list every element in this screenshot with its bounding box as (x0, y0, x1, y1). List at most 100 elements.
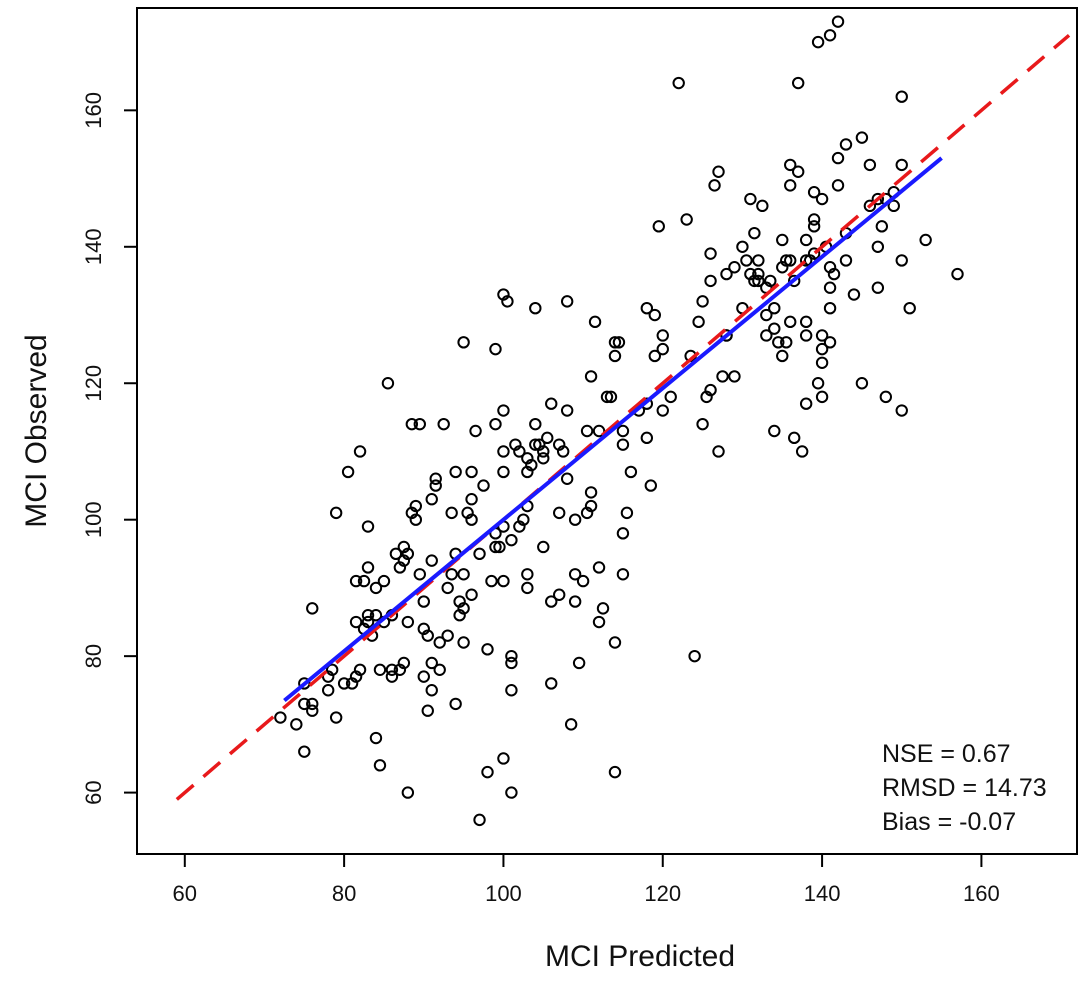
data-point (417, 670, 430, 683)
data-point (612, 336, 626, 349)
data-point (807, 213, 821, 226)
data-point (656, 342, 669, 356)
y-tick-label: 80 (81, 644, 106, 668)
data-point (489, 540, 502, 554)
data-point (369, 581, 383, 595)
data-point (457, 602, 470, 615)
y-axis: 60 80 100 120 140 160 (81, 92, 137, 805)
data-point (644, 479, 658, 492)
data-point (895, 90, 908, 103)
data-point (776, 233, 789, 247)
x-axis: 60 80 100 120 140 160 (173, 854, 1000, 906)
x-tick-label: 120 (644, 881, 681, 906)
data-point (545, 397, 558, 410)
data-point (895, 254, 908, 267)
data-point (485, 574, 498, 588)
data-point (425, 656, 438, 670)
data-point (708, 179, 721, 192)
data-point (306, 602, 319, 615)
data-point (373, 759, 387, 772)
data-point (381, 377, 395, 390)
data-point (560, 295, 574, 308)
data-point (353, 445, 367, 458)
data-point (389, 547, 403, 561)
data-point (752, 274, 765, 288)
data-point (592, 424, 606, 438)
x-tick-label: 140 (804, 881, 841, 906)
data-point (608, 336, 622, 349)
data-point (764, 274, 777, 288)
data-point (489, 342, 502, 356)
stat-rmsd: RMSD = 14.73 (882, 774, 1047, 802)
x-tick-label: 80 (332, 881, 356, 906)
data-point (497, 465, 510, 479)
data-point (648, 308, 661, 322)
data-point (728, 261, 741, 274)
data-point (517, 513, 530, 526)
data-point (409, 513, 423, 526)
data-point (576, 574, 590, 588)
x-axis-title: MCI Predicted (545, 940, 735, 973)
data-point (529, 417, 542, 431)
data-point (493, 540, 506, 554)
data-point (341, 465, 355, 479)
data-point (831, 15, 845, 28)
data-point (895, 404, 908, 417)
data-point (784, 315, 797, 329)
data-point (417, 595, 430, 608)
data-point (329, 506, 343, 520)
data-point (505, 649, 518, 663)
data-point (473, 813, 486, 827)
data-point (537, 452, 550, 465)
data-point (839, 138, 853, 151)
data-point (768, 301, 781, 315)
regression-line (283, 156, 943, 703)
data-point (736, 240, 749, 253)
data-point (465, 588, 478, 601)
x-tick-label: 100 (485, 881, 522, 906)
data-point (409, 499, 423, 513)
data-point (445, 506, 458, 520)
data-point (385, 663, 399, 676)
data-point (361, 615, 375, 629)
data-point (306, 697, 319, 711)
data-point (788, 431, 801, 445)
data-point (608, 636, 622, 649)
data-point (421, 704, 434, 717)
data-point (608, 349, 622, 363)
data-point (692, 315, 705, 329)
data-point (298, 697, 311, 711)
data-point (712, 165, 725, 178)
data-point (580, 424, 594, 438)
data-point (815, 390, 829, 404)
data-point (497, 574, 510, 588)
data-point (672, 76, 685, 90)
data-point (871, 240, 885, 253)
y-axis-title: MCI Observed (20, 334, 53, 527)
data-point (863, 199, 877, 213)
data-point (784, 179, 797, 192)
data-point (616, 568, 630, 581)
data-point (640, 431, 654, 445)
data-point (457, 636, 470, 649)
data-point (887, 199, 900, 213)
data-point (357, 574, 371, 588)
data-point (784, 254, 797, 267)
data-point (553, 588, 566, 601)
data-point (768, 424, 781, 438)
data-point (827, 267, 841, 281)
data-point (696, 295, 709, 308)
data-point (361, 561, 375, 574)
data-point (477, 479, 490, 492)
stat-nse: NSE = 0.67 (882, 740, 1011, 768)
data-point (441, 581, 454, 595)
data-point (361, 520, 375, 533)
data-point (823, 281, 837, 294)
data-point (369, 731, 383, 745)
data-point (545, 595, 558, 608)
data-point (720, 329, 733, 342)
stat-bias: Bias = -0.07 (882, 808, 1016, 836)
data-point (505, 786, 518, 799)
data-point (895, 158, 908, 172)
data-point (425, 684, 438, 697)
